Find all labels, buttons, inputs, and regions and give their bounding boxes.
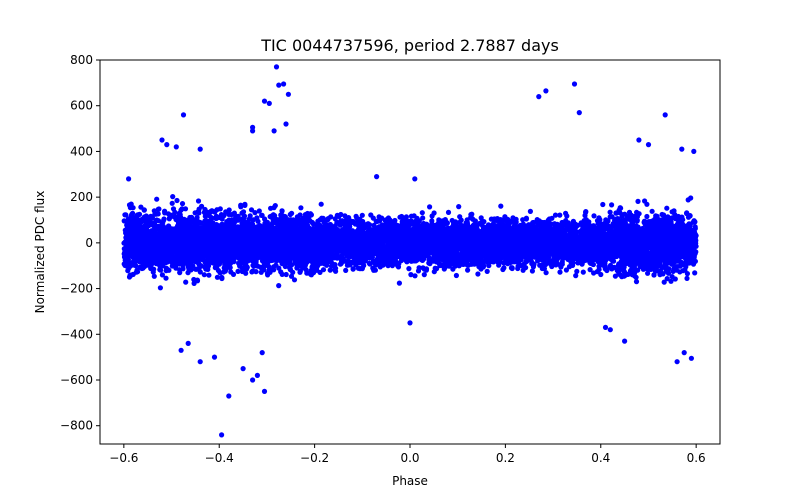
data-point: [688, 195, 694, 201]
data-point: [573, 273, 579, 279]
data-point: [668, 278, 674, 284]
data-point: [288, 273, 295, 279]
data-point: [642, 198, 648, 204]
data-point: [183, 279, 189, 285]
data-point: [154, 196, 160, 202]
data-point: [298, 205, 304, 211]
data-point: [649, 208, 655, 214]
data-point: [227, 265, 233, 271]
data-point: [208, 214, 214, 221]
data-point: [421, 272, 427, 278]
data-point: [382, 217, 388, 223]
data-points: [121, 64, 699, 438]
data-point: [661, 212, 667, 218]
data-point: [371, 222, 377, 228]
data-point: [287, 211, 293, 218]
data-point: [195, 198, 202, 204]
data-point: [598, 271, 604, 278]
data-point: [265, 272, 271, 278]
data-point: [498, 203, 504, 209]
data-point: [475, 271, 481, 277]
data-point: [297, 269, 303, 275]
data-point: [557, 269, 563, 275]
data-point: [501, 265, 507, 271]
data-point: [235, 268, 241, 274]
data-point: [276, 283, 282, 289]
data-point: [527, 208, 534, 214]
data-point: [645, 270, 651, 276]
data-point: [256, 208, 262, 214]
data-point: [151, 273, 157, 279]
data-point: [609, 202, 615, 208]
data-point: [359, 212, 365, 218]
data-point: [664, 276, 670, 282]
data-point: [374, 218, 380, 224]
data-point: [177, 270, 183, 276]
data-point: [420, 215, 426, 221]
data-point: [201, 272, 207, 278]
data-point: [159, 272, 165, 278]
data-point: [465, 267, 471, 273]
data-point: [179, 201, 186, 207]
data-point: [587, 267, 593, 273]
chart-title: TIC 0044737596, period 2.7887 days: [260, 36, 559, 55]
data-point: [406, 266, 412, 272]
data-point: [564, 213, 570, 219]
data-point: [162, 208, 168, 214]
data-point: [350, 266, 356, 272]
data-point: [370, 258, 376, 264]
data-point: [385, 263, 391, 269]
data-point: [563, 267, 570, 273]
data-point: [190, 263, 196, 269]
data-point: [684, 275, 690, 281]
data-point: [427, 204, 433, 210]
data-point: [543, 270, 549, 276]
data-point: [228, 269, 234, 275]
data-point: [607, 209, 613, 215]
data-point: [515, 265, 521, 272]
data-point: [327, 267, 333, 273]
data-point: [600, 201, 606, 208]
data-point: [635, 198, 641, 204]
data-point: [426, 260, 432, 266]
data-point: [163, 275, 169, 281]
data-point: [228, 212, 234, 218]
data-point: [214, 274, 220, 280]
data-point: [692, 270, 698, 276]
data-point: [128, 201, 134, 207]
data-point: [380, 262, 386, 268]
data-point: [170, 194, 176, 200]
data-point: [241, 215, 247, 221]
